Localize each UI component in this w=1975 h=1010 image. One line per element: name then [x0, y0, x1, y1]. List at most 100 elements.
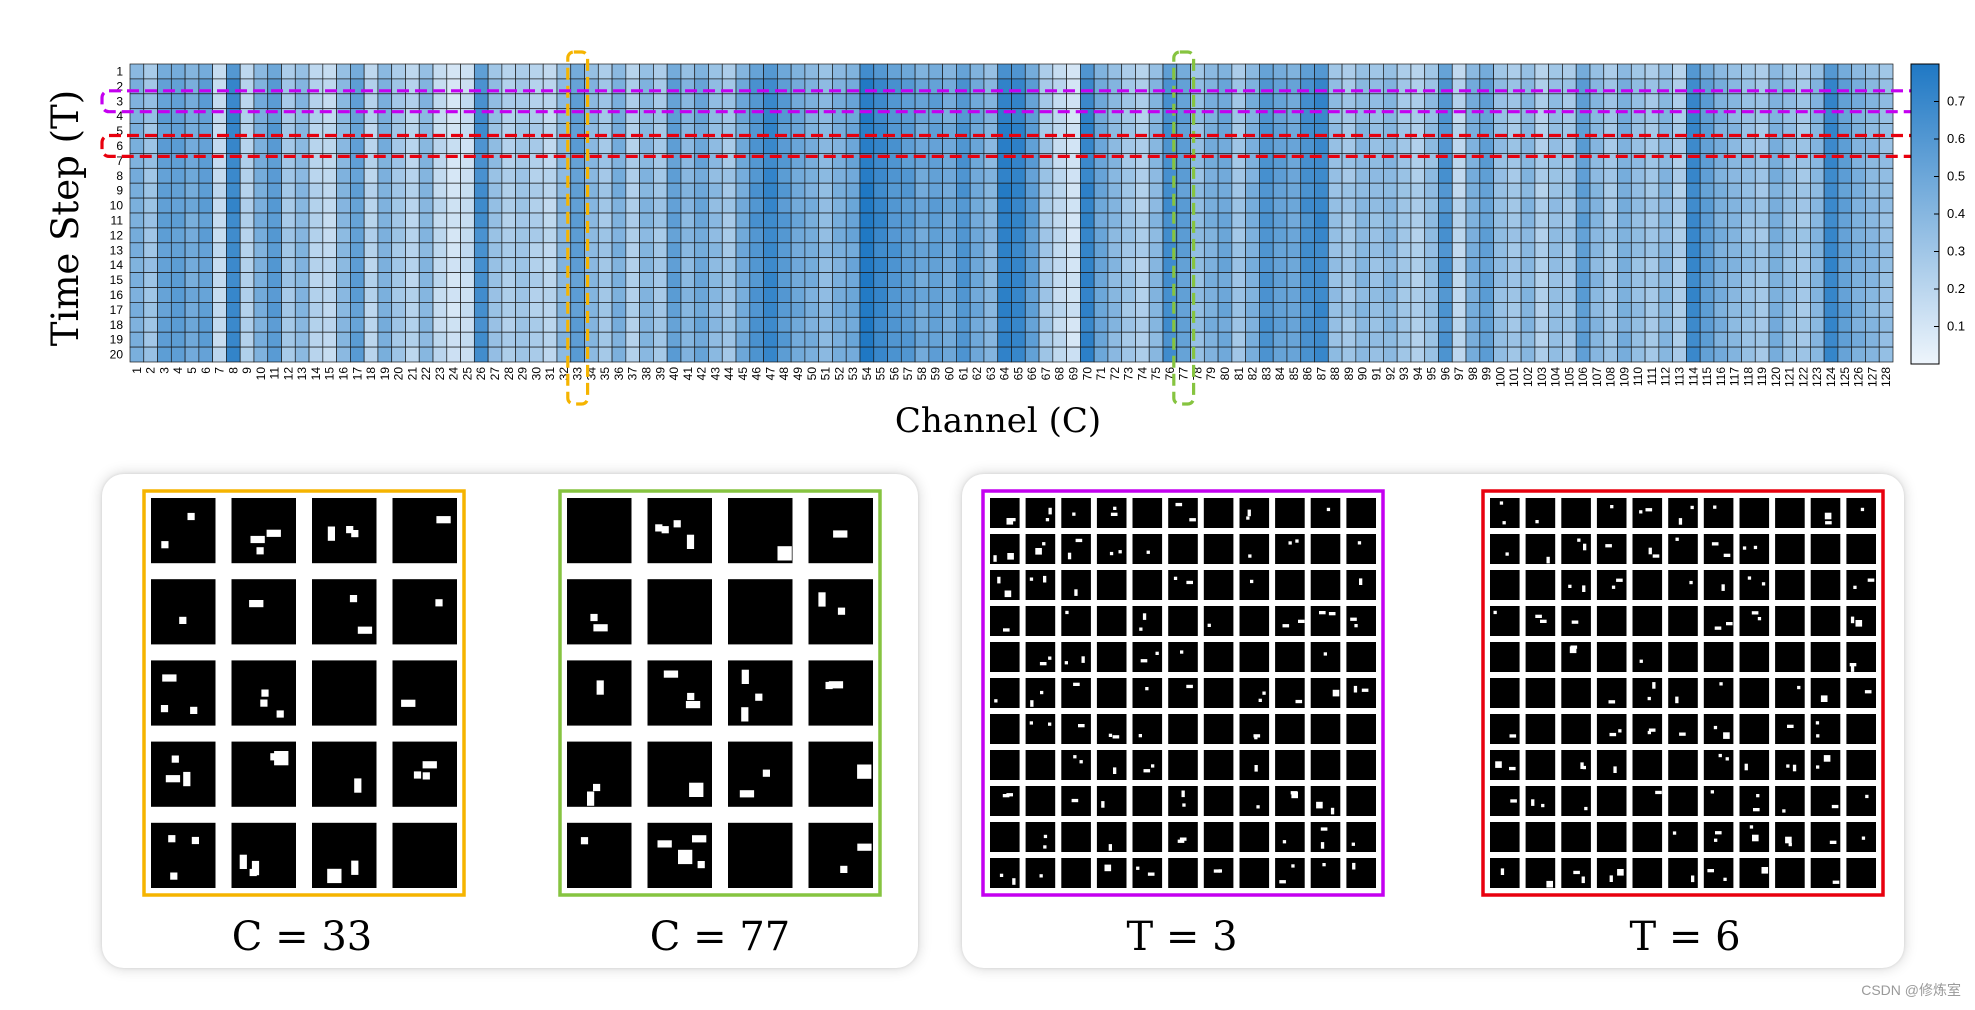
heatmap-cell [446, 167, 461, 184]
heatmap-cell [1080, 182, 1095, 199]
feature-map-tile [1096, 858, 1127, 888]
spike-pixel [1004, 590, 1012, 598]
x-tick-label: 20 [392, 367, 406, 381]
heatmap-cell [914, 197, 930, 214]
heatmap-cell [1300, 316, 1315, 333]
heatmap-cell [487, 302, 503, 318]
heatmap-cell [1782, 287, 1797, 303]
heatmap-cell [239, 257, 255, 273]
heatmap-cell [432, 138, 448, 154]
heatmap-cell [1135, 93, 1150, 110]
heatmap-cell [1589, 182, 1605, 199]
heatmap-cell [143, 227, 158, 244]
heatmap-cell [1024, 257, 1040, 273]
x-tick-label: 106 [1576, 367, 1590, 387]
spike-pixel [1353, 685, 1358, 693]
heatmap-cell [735, 182, 751, 199]
heatmap-cell [308, 257, 324, 273]
heatmap-cell [267, 242, 282, 259]
heatmap-cell [1837, 212, 1853, 229]
feature-map-tile [312, 741, 377, 807]
feature-map-tile [1561, 714, 1591, 744]
spike-pixel [1322, 863, 1326, 867]
spike-pixel [1719, 682, 1723, 686]
feature-map-tile [990, 786, 1020, 816]
heatmap-cell [708, 272, 723, 288]
spike-pixel [762, 769, 770, 777]
heatmap-cell [680, 242, 696, 259]
heatmap-cell [1410, 138, 1426, 154]
heatmap-cell [294, 302, 310, 318]
heatmap-cell [446, 316, 461, 333]
heatmap-cell [1534, 63, 1550, 80]
heatmap-cell [1617, 93, 1632, 110]
feature-map-tile [1703, 714, 1734, 744]
heatmap-cell [1355, 272, 1370, 288]
x-tick-label: 97 [1452, 367, 1466, 381]
spike-pixel [1146, 550, 1150, 554]
heatmap-cell [1782, 93, 1797, 110]
heatmap-cell [942, 93, 957, 110]
x-tick-label: 75 [1149, 367, 1163, 381]
y-tick-label: 3 [116, 94, 123, 108]
heatmap-cell [1741, 212, 1756, 229]
heatmap-cell [694, 227, 709, 244]
heatmap-cell [1465, 93, 1481, 110]
heatmap-cell [1796, 93, 1811, 110]
heatmap-cell [1479, 287, 1494, 303]
spike-pixel [1101, 801, 1105, 808]
feature-map-tile [1810, 714, 1841, 744]
heatmap-cell [997, 167, 1012, 184]
feature-map-tile [1168, 570, 1198, 600]
heatmap-cell [473, 167, 489, 184]
heatmap-cell [680, 63, 696, 80]
heatmap-cell [267, 93, 282, 110]
heatmap-cell [350, 346, 365, 363]
heatmap-cell [1259, 93, 1274, 110]
heatmap-cell [1231, 302, 1247, 318]
heatmap-cell [1796, 302, 1811, 318]
heatmap-cell [1314, 227, 1329, 244]
heatmap-cell [721, 346, 737, 363]
heatmap-cell [1562, 302, 1577, 318]
feature-map-tile [1346, 822, 1376, 852]
heatmap-cell [804, 346, 820, 363]
heatmap-cell [680, 272, 696, 288]
feature-map-tile [1096, 606, 1127, 636]
heatmap-cell [350, 331, 365, 348]
feature-map-tile [1168, 606, 1198, 636]
feature-map-tile [1168, 714, 1198, 744]
heatmap-cell [845, 212, 861, 229]
heatmap-cell [1327, 272, 1343, 288]
caption-t3: T = 3 [1126, 914, 1238, 960]
heatmap-cell [804, 63, 820, 80]
heatmap-cell [818, 257, 833, 273]
heatmap-cell [1341, 63, 1357, 80]
heatmap-cell [529, 346, 544, 363]
heatmap-cell [1327, 316, 1343, 333]
heatmap-cell [1410, 93, 1426, 110]
x-tick-label: 73 [1122, 367, 1136, 381]
heatmap-cell [1011, 227, 1026, 244]
heatmap-cell [694, 212, 709, 229]
heatmap-cell [418, 316, 434, 333]
heatmap-cell [1176, 138, 1191, 154]
heatmap-cell [432, 227, 448, 244]
heatmap-cell [294, 182, 310, 199]
heatmap-cell [1107, 182, 1123, 199]
heatmap-cell [418, 346, 434, 363]
heatmap-cell [997, 227, 1012, 244]
heatmap-cell [1341, 331, 1357, 348]
heatmap-cell [1741, 272, 1756, 288]
feature-map-tile [1132, 606, 1163, 636]
heatmap-cell [294, 227, 310, 244]
heatmap-cell [1506, 212, 1522, 229]
heatmap-cell [1672, 331, 1687, 348]
heatmap-cell [1810, 257, 1825, 273]
x-tick-label: 38 [640, 367, 654, 381]
heatmap-cell [914, 331, 930, 348]
spike-pixel [1012, 878, 1016, 885]
spike-pixel [1823, 755, 1831, 762]
feature-map-tile [1203, 642, 1234, 672]
heatmap-cell [460, 197, 475, 214]
